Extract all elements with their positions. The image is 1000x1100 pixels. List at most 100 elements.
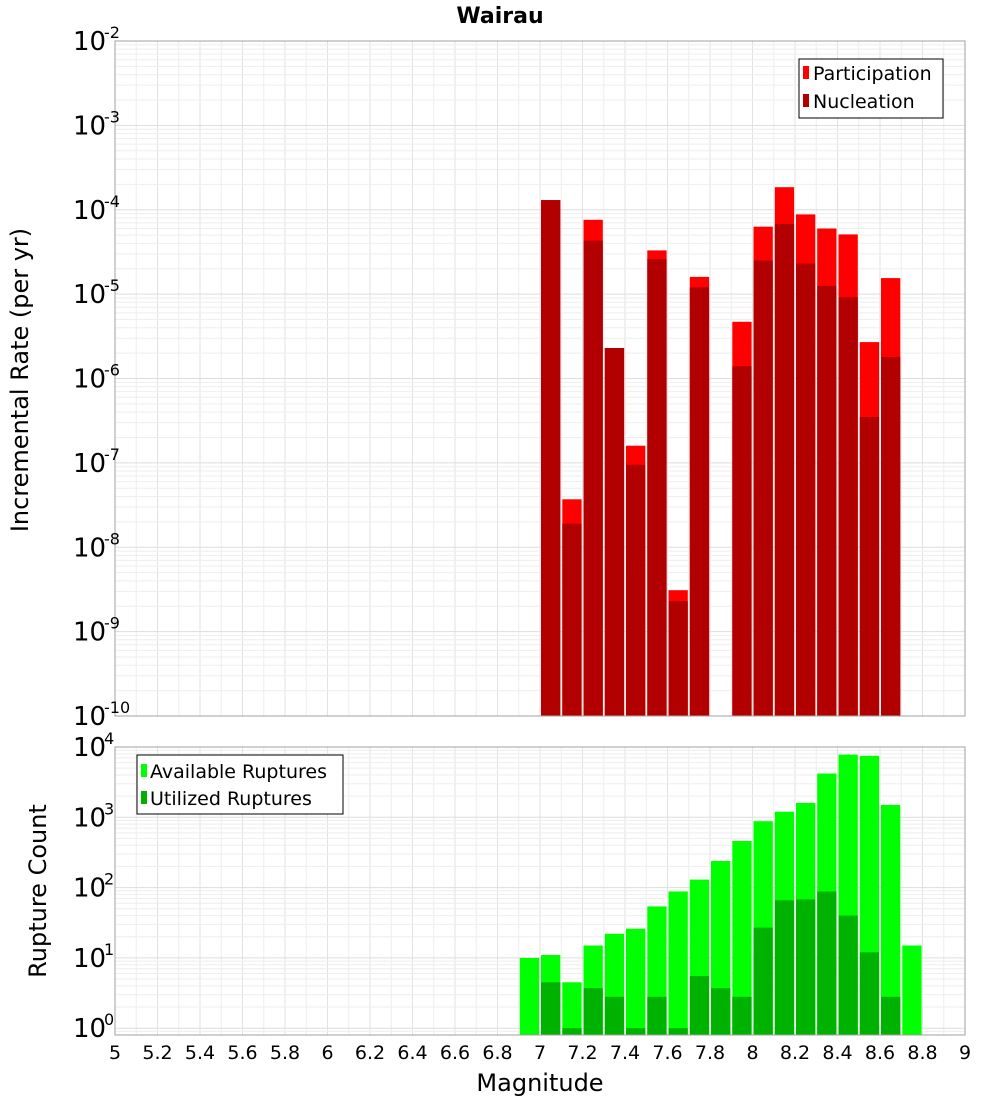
x-tick-label: 5 xyxy=(109,1042,121,1064)
x-tick-label: 5.8 xyxy=(270,1042,300,1064)
x-tick-label: 7 xyxy=(534,1042,546,1064)
top-y-axis-label: Incremental Rate (per yr) xyxy=(6,228,34,532)
legend-swatch-nucleation xyxy=(803,94,809,107)
y-tick-label: 103 xyxy=(73,799,114,833)
bottom-utilized-ruptures-bar xyxy=(668,1028,688,1035)
top-bars xyxy=(541,187,901,717)
y-tick-base: 10 xyxy=(73,618,106,648)
bottom-utilized-ruptures-bar xyxy=(541,982,561,1035)
top-y-tick-labels: 10-210-310-410-510-610-710-810-910-10 xyxy=(73,23,130,732)
top-nucleation-bar xyxy=(689,287,710,716)
bottom-utilized-ruptures-bar xyxy=(732,996,752,1035)
x-tick-label: 7.6 xyxy=(652,1042,682,1064)
x-tick-label: 5.6 xyxy=(227,1042,257,1064)
x-tick-label: 8.4 xyxy=(822,1042,852,1064)
bottom-utilized-ruptures-bar xyxy=(647,996,667,1035)
x-tick-label: 6.2 xyxy=(355,1042,385,1064)
bottom-utilized-ruptures-bar xyxy=(689,976,710,1035)
x-tick-label: 5.2 xyxy=(142,1042,172,1064)
legend-swatch-participation xyxy=(803,66,809,79)
y-tick-base: 10 xyxy=(73,111,106,141)
x-tick-label: 8.8 xyxy=(907,1042,937,1064)
bottom-utilized-ruptures-bar xyxy=(774,900,795,1035)
y-tick-exponent: -10 xyxy=(104,698,130,717)
y-tick-exponent: 3 xyxy=(104,799,114,818)
y-tick-exponent: 0 xyxy=(104,1010,114,1029)
y-tick-label: 10-7 xyxy=(73,445,120,479)
y-tick-base: 10 xyxy=(73,702,106,732)
bottom-utilized-ruptures-bar xyxy=(583,988,603,1035)
top-nucleation-bar xyxy=(817,285,837,716)
x-tick-label: 5.4 xyxy=(185,1042,215,1064)
y-tick-base: 10 xyxy=(73,280,106,310)
y-tick-label: 10-2 xyxy=(73,23,120,57)
y-tick-base: 10 xyxy=(73,365,106,395)
legend-label-nucleation: Nucleation xyxy=(813,91,915,113)
legend-swatch-available xyxy=(141,764,147,777)
x-tick-label: 6 xyxy=(321,1042,333,1064)
top-legend: Participation Nucleation xyxy=(798,58,944,119)
bottom-legend-box xyxy=(136,754,344,815)
y-tick-base: 10 xyxy=(73,944,106,974)
x-tick-labels: 5 5.2 5.4 5.6 5.8 6 6.2 6.4 6.6 6.8 7 7.2 7.4 7.6 7.8 8… xyxy=(109,1042,971,1064)
top-nucleation-bar xyxy=(774,223,795,716)
top-nucleation-bar xyxy=(647,259,667,716)
bottom-utilized-ruptures-bar xyxy=(838,915,858,1035)
top-nucleation-bar xyxy=(881,357,901,716)
legend-label-participation: Participation xyxy=(813,63,932,85)
x-tick-label: 7.8 xyxy=(695,1042,725,1064)
x-tick-label: 8.2 xyxy=(780,1042,810,1064)
y-tick-label: 10-5 xyxy=(73,276,120,310)
y-tick-label: 10-8 xyxy=(73,529,120,563)
y-tick-label: 104 xyxy=(73,729,114,763)
top-nucleation-bar xyxy=(562,523,582,716)
y-tick-exponent: -5 xyxy=(104,276,120,295)
y-tick-base: 10 xyxy=(73,874,106,904)
top-nucleation-bar xyxy=(732,366,752,716)
top-nucleation-bar xyxy=(583,240,603,716)
y-tick-exponent: -4 xyxy=(104,192,120,211)
legend-label-available: Available Ruptures xyxy=(150,761,327,783)
bottom-bars xyxy=(519,754,922,1035)
legend-label-utilized: Utilized Ruptures xyxy=(150,788,312,810)
y-tick-label: 10-4 xyxy=(73,192,120,226)
y-tick-exponent: 4 xyxy=(104,729,114,748)
top-nucleation-bar xyxy=(859,417,880,716)
y-tick-exponent: -9 xyxy=(104,614,120,633)
bottom-legend: Available Ruptures Utilized Ruptures xyxy=(136,754,344,815)
top-plot-frame xyxy=(114,40,966,717)
y-tick-exponent: -2 xyxy=(104,23,120,42)
y-tick-label: 101 xyxy=(73,940,114,974)
top-grid xyxy=(114,40,966,717)
y-tick-base: 10 xyxy=(73,733,106,763)
chart-title: Wairau xyxy=(456,4,543,29)
x-tick-label: 7.2 xyxy=(567,1042,597,1064)
y-tick-label: 10-3 xyxy=(73,107,120,141)
y-tick-exponent: -6 xyxy=(104,361,120,380)
bottom-utilized-ruptures-bar xyxy=(817,891,837,1035)
x-tick-label: 6.8 xyxy=(482,1042,512,1064)
top-nucleation-bar xyxy=(838,297,858,716)
y-tick-label: 10-9 xyxy=(73,614,120,648)
top-legend-box xyxy=(798,58,944,119)
y-tick-base: 10 xyxy=(73,803,106,833)
x-tick-label: 7.4 xyxy=(610,1042,640,1064)
bottom-available-ruptures-bar xyxy=(519,957,540,1035)
legend-swatch-utilized xyxy=(141,791,147,804)
y-tick-base: 10 xyxy=(73,533,106,563)
x-tick-label: 6.4 xyxy=(397,1042,427,1064)
y-tick-exponent: 1 xyxy=(104,940,114,959)
y-tick-label: 10-6 xyxy=(73,361,120,395)
bottom-available-ruptures-bar xyxy=(626,928,646,1035)
bottom-utilized-ruptures-bar xyxy=(796,899,816,1035)
x-tick-label: 6.6 xyxy=(440,1042,470,1064)
y-tick-exponent: -7 xyxy=(104,445,120,464)
x-tick-label: 8 xyxy=(746,1042,758,1064)
bottom-utilized-ruptures-bar xyxy=(711,988,731,1035)
y-tick-exponent: -3 xyxy=(104,107,120,126)
bottom-utilized-ruptures-bar xyxy=(562,1028,582,1035)
bottom-available-ruptures-bar xyxy=(562,982,582,1035)
bottom-available-ruptures-bar xyxy=(881,804,901,1035)
bottom-plot-frame xyxy=(114,746,966,1036)
